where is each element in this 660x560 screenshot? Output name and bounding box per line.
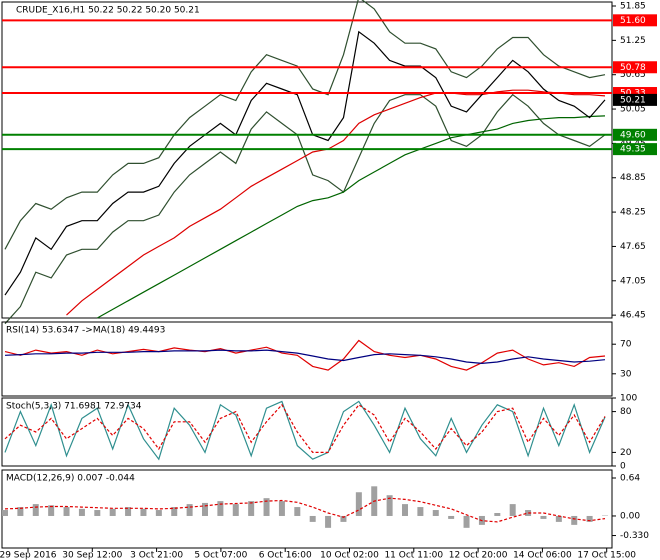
y-tick-label: 50.65 xyxy=(620,70,646,80)
histogram-bar xyxy=(17,507,24,516)
histogram-bar xyxy=(386,495,393,516)
histogram-bar xyxy=(263,498,270,516)
panel-frame xyxy=(1,1,613,319)
x-tick-label: 11 Oct 11:00 xyxy=(384,551,443,560)
x-tick-label: 29 Sep 2016 xyxy=(0,551,57,560)
last-price-label: 50.21 xyxy=(620,95,646,105)
histogram-bar xyxy=(48,505,55,516)
y-tick-label: 46.45 xyxy=(620,311,646,321)
series-line xyxy=(4,0,606,250)
y-tick-label: -0.330 xyxy=(620,531,649,541)
panel-frame xyxy=(1,321,613,397)
level-label: 49.35 xyxy=(620,145,646,155)
histogram-bar xyxy=(448,515,455,519)
histogram-bar xyxy=(232,504,239,516)
histogram-bar xyxy=(509,504,516,516)
level-label: 49.60 xyxy=(620,130,646,140)
histogram-bar xyxy=(94,510,101,516)
histogram-bar xyxy=(325,515,332,528)
histogram-bar xyxy=(186,504,193,516)
histogram-bar xyxy=(586,515,593,522)
histogram-bar xyxy=(432,510,439,516)
x-tick-label: 5 Oct 07:00 xyxy=(194,551,247,560)
histogram-bar xyxy=(571,515,578,525)
level-label-bg xyxy=(613,14,657,27)
x-tick-label: 6 Oct 16:00 xyxy=(259,551,312,560)
y-tick-label: 0.00 xyxy=(620,511,640,521)
panel-title: MACD(12,26,9) 0.007 -0.044 xyxy=(6,474,135,484)
histogram-bar xyxy=(140,508,147,516)
y-tick-label: 51.85 xyxy=(620,2,646,12)
y-tick-label: 47.65 xyxy=(620,242,646,252)
histogram-bar xyxy=(309,515,316,522)
histogram-bar xyxy=(555,515,562,522)
histogram-bar xyxy=(171,507,178,516)
histogram-bar xyxy=(63,507,70,516)
y-tick-label: 0 xyxy=(620,462,626,472)
panel-frame xyxy=(1,469,613,549)
x-tick-label: 12 Oct 20:00 xyxy=(449,551,508,560)
y-tick-label: 47.05 xyxy=(620,276,646,286)
level-label-bg xyxy=(613,128,657,141)
y-tick-label: 0.64 xyxy=(620,474,640,484)
y-tick-label: 80 xyxy=(620,407,632,417)
histogram-bar xyxy=(340,515,347,522)
series-line xyxy=(66,89,606,316)
x-tick-label: 10 Oct 02:00 xyxy=(320,551,379,560)
y-tick-label: 100 xyxy=(620,394,637,404)
histogram-bar xyxy=(2,510,8,516)
histogram-bar xyxy=(494,513,501,516)
histogram-bar xyxy=(32,504,39,516)
series-line xyxy=(4,497,606,523)
level-label: 50.78 xyxy=(620,63,646,73)
histogram-bar xyxy=(417,507,424,516)
histogram-bar xyxy=(248,501,255,516)
x-tick-label: 17 Oct 15:00 xyxy=(577,551,636,560)
histogram-bar xyxy=(78,508,85,516)
x-tick-label: 3 Oct 21:00 xyxy=(130,551,183,560)
y-tick-label: 20 xyxy=(620,448,632,458)
histogram-bar xyxy=(294,507,301,516)
histogram-bar xyxy=(463,515,470,528)
y-tick-label: 51.25 xyxy=(620,36,646,46)
y-tick-label: 50.05 xyxy=(620,105,646,115)
panel-title: RSI(14) 53.6347 ->MA(18) 49.4493 xyxy=(6,326,165,336)
level-label-bg xyxy=(613,143,657,156)
histogram-bar xyxy=(125,507,132,516)
series-line xyxy=(4,400,606,461)
y-tick-label: 48.25 xyxy=(620,208,646,218)
histogram-bar xyxy=(402,504,408,516)
series-line xyxy=(4,93,606,325)
histogram-bar xyxy=(525,510,532,516)
panel-title: Stoch(5,3,3) 71.6981 72.9734 xyxy=(6,402,142,412)
histogram-bar xyxy=(540,515,547,519)
histogram-bar xyxy=(155,510,162,516)
level-label: 51.60 xyxy=(620,16,646,26)
level-label: 50.33 xyxy=(620,89,646,99)
y-tick-label: 48.85 xyxy=(620,173,646,183)
x-tick-label: 30 Sep 12:00 xyxy=(62,551,122,560)
last-price-bg xyxy=(613,93,657,106)
level-label-bg xyxy=(613,61,657,74)
histogram-bar xyxy=(109,508,116,516)
histogram-bar xyxy=(202,502,208,516)
series-line xyxy=(4,403,606,453)
histogram-bar xyxy=(355,492,362,516)
series-line xyxy=(4,30,606,296)
y-tick-label: 70 xyxy=(620,340,632,350)
panel-title: CRUDE_X16,H1 50.22 50.22 50.20 50.21 xyxy=(16,6,200,16)
histogram-bar xyxy=(217,501,224,516)
series-line xyxy=(4,349,606,365)
panel-frame xyxy=(1,397,613,467)
series-line xyxy=(97,115,606,319)
y-tick-label: 30 xyxy=(620,369,632,379)
x-tick-label: 14 Oct 06:00 xyxy=(513,551,572,560)
histogram-bar xyxy=(278,501,285,516)
